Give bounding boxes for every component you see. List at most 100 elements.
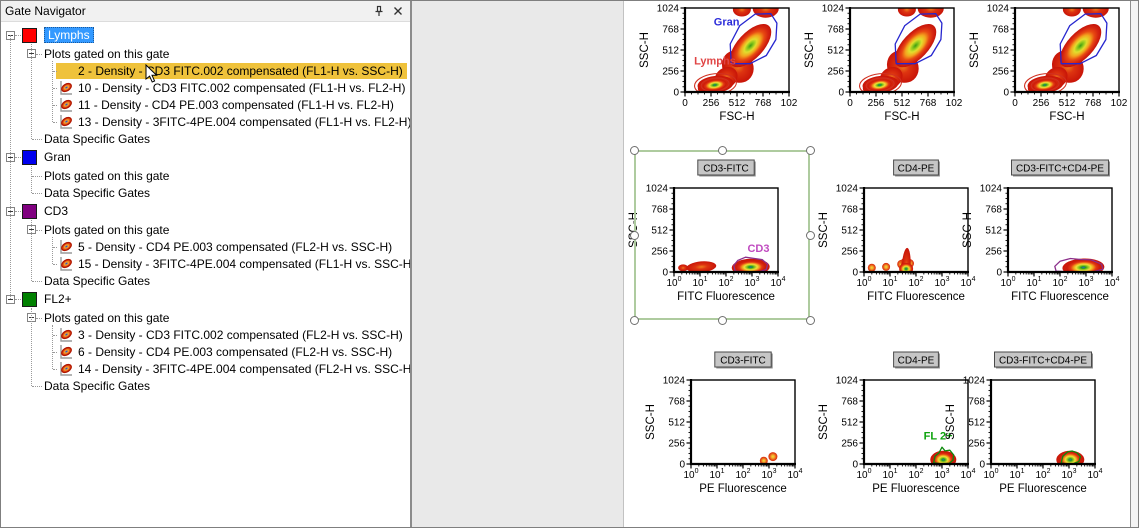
selection-handle[interactable] — [629, 315, 639, 325]
selection-handle[interactable] — [629, 230, 639, 240]
x-tick-label: 101 — [1026, 276, 1041, 289]
y-tick-label: 512 — [662, 46, 679, 57]
gate-navigator-titlebar[interactable]: Gate Navigator — [0, 0, 410, 22]
density-population — [735, 260, 766, 272]
selection-handle[interactable] — [805, 230, 815, 240]
plot-title-box[interactable] — [714, 351, 772, 368]
density-plot-icon — [60, 256, 72, 271]
tree-connector — [53, 121, 57, 123]
tree-connector — [32, 280, 42, 282]
tree-connector — [15, 157, 21, 158]
tree-item-lymphs[interactable]: Lymphs — [0, 25, 410, 45]
gate-outline-gran[interactable] — [894, 13, 943, 65]
plot-title-box[interactable] — [994, 351, 1092, 368]
gate-outline-gran[interactable] — [1059, 13, 1108, 65]
plot-r2c2[interactable]: 100 101 102 103 104 0 256 512 768 1024 FITC Fluore… — [812, 150, 982, 308]
tree-item-label: 6 - Density - CD4 PE.003 compensated (FL… — [78, 344, 393, 359]
gate-color-swatch — [22, 27, 37, 43]
x-axis-label: FITC Fluorescence — [867, 291, 965, 303]
tree-item-plots-gated-on-this-gate[interactable]: Plots gated on this gate — [0, 221, 410, 238]
y-tick-label: 768 — [662, 25, 679, 36]
y-tick-label: 0 — [838, 88, 844, 99]
tree-item-data-specific-gates[interactable]: Data Specific Gates — [0, 130, 410, 147]
tree-item-11-density-cd4-pe-003-compensated-fl1-h-[interactable]: 11 - Density - CD4 PE.003 compensated (F… — [0, 96, 410, 113]
x-tick-label: 102 — [946, 98, 963, 109]
tree-item-15-density-3fitc-4pe-004-compensated-fl1[interactable]: 15 - Density - 3FITC-4PE.004 compensated… — [0, 255, 410, 272]
tree-connector — [53, 263, 57, 265]
tree-item-2-density-cd3-fitc-002-compensated-fl1-h[interactable]: 2 - Density - CD3 FITC.002 compensated (… — [0, 62, 410, 79]
tree-item-data-specific-gates[interactable]: Data Specific Gates — [0, 184, 410, 201]
gate-outline-lymphs-outer[interactable] — [858, 72, 902, 97]
gate-label-gran: Gran — [714, 17, 740, 29]
x-tick-label: 768 — [755, 98, 772, 109]
gate-outline-gran[interactable] — [729, 13, 778, 65]
selection-box[interactable] — [629, 145, 815, 325]
y-tick-label: 768 — [985, 205, 1002, 216]
tree-item-data-specific-gates[interactable]: Data Specific Gates — [0, 377, 410, 394]
tree-item-label: Data Specific Gates — [44, 185, 151, 200]
x-axis-label: FITC Fluorescence — [1011, 291, 1109, 303]
y-tick-label: 256 — [841, 247, 858, 258]
tree-item-plots-gated-on-this-gate[interactable]: Plots gated on this gate — [0, 309, 410, 326]
y-tick-label: 0 — [852, 460, 858, 471]
y-tick-label: 0 — [1003, 88, 1009, 99]
tree-connector — [53, 104, 57, 106]
y-tick-label: 768 — [968, 397, 985, 408]
selection-handle[interactable] — [805, 315, 815, 325]
plot-r2c1[interactable]: 100 101 102 103 104 0 256 512 768 1024 FITC Fluore… — [624, 150, 792, 308]
tree-item-13-density-3fitc-4pe-004-compensated-fl1[interactable]: 13 - Density - 3FITC-4PE.004 compensated… — [0, 113, 410, 130]
density-population — [678, 264, 689, 272]
tree-item-plots-gated-on-this-gate[interactable]: Plots gated on this gate — [0, 167, 410, 184]
y-axis-label: SSC-H — [639, 32, 651, 68]
plot-title-box[interactable] — [1011, 159, 1109, 176]
tree-item-5-density-cd4-pe-003-compensated-fl2-h-v[interactable]: 5 - Density - CD4 PE.003 compensated (FL… — [0, 238, 410, 255]
plot-r1c1[interactable]: 0 256 512 768 102 0 256 512 768 1024 FSC-H SSC-H Gra… — [633, 0, 803, 128]
plot-title-box[interactable] — [893, 351, 939, 368]
tree-item-label: Data Specific Gates — [44, 378, 151, 393]
tree-connector — [36, 229, 42, 231]
plot-r3c1[interactable]: 100 101 102 103 104 0 256 512 768 1024 PE Fluoresc… — [639, 342, 809, 500]
density-plot-icon — [60, 97, 72, 112]
selection-handle[interactable] — [629, 145, 639, 155]
close-icon[interactable] — [389, 2, 407, 19]
tree-item-plots-gated-on-this-gate[interactable]: Plots gated on this gate — [0, 45, 410, 62]
plot-r3c2[interactable]: 100 101 102 103 104 0 256 512 768 1024 PE Fluoresc… — [812, 342, 982, 500]
x-tick-label: 102 — [1111, 98, 1128, 109]
tree-item-14-density-3fitc-4pe-004-compensated-fl2[interactable]: 14 - Density - 3FITC-4PE.004 compensated… — [0, 360, 410, 377]
y-tick-label: 0 — [996, 268, 1002, 279]
tree-connector — [32, 192, 42, 194]
selection-handle[interactable] — [805, 145, 815, 155]
tree-item-cd3[interactable]: CD3 — [0, 201, 410, 221]
tree-item-label: 15 - Density - 3FITC-4PE.004 compensated… — [78, 256, 410, 271]
tree-connector — [53, 351, 57, 353]
tree-item-label: Plots gated on this gate — [44, 168, 170, 183]
density-population — [759, 456, 768, 464]
tree-item-data-specific-gates[interactable]: Data Specific Gates — [0, 272, 410, 289]
plot-title-box[interactable] — [893, 159, 939, 176]
gate-color-swatch — [22, 203, 37, 219]
tree-item-gran[interactable]: Gran — [0, 147, 410, 167]
tree-item-fl2[interactable]: FL2+ — [0, 289, 410, 309]
y-tick-label: 768 — [841, 397, 858, 408]
selection-handle[interactable] — [717, 145, 727, 155]
x-tick-label: 103 — [1078, 276, 1093, 289]
plot-r2c3[interactable]: 100 101 102 103 104 0 256 512 768 1024 FITC Fluore… — [956, 150, 1126, 308]
tree-item-6-density-cd4-pe-003-compensated-fl2-h-v[interactable]: 6 - Density - CD4 PE.003 compensated (FL… — [0, 343, 410, 360]
gate-outline-lymphs-outer[interactable] — [693, 72, 737, 97]
pin-icon[interactable] — [370, 2, 388, 19]
tree-item-10-density-cd3-fitc-002-compensated-fl1-[interactable]: 10 - Density - CD3 FITC.002 compensated … — [0, 79, 410, 96]
plot-r3c3[interactable]: 100 101 102 103 104 0 256 512 768 1024 PE Fluoresc… — [939, 342, 1109, 500]
gate-outline-lymphs-outer[interactable] — [1023, 72, 1067, 97]
tree-item-label: CD3 — [44, 204, 69, 218]
plot-r1c2[interactable]: 0 256 512 768 102 0 256 512 768 1024 FSC-H SSC-H — [798, 0, 968, 128]
selection-handle[interactable] — [717, 315, 727, 325]
tree-item-3-density-cd3-fitc-002-compensated-fl2-h[interactable]: 3 - Density - CD3 FITC.002 compensated (… — [0, 326, 410, 343]
plot-title-box[interactable] — [697, 159, 755, 176]
plot-r1c3[interactable]: 0 256 512 768 102 0 256 512 768 1024 FSC-H SSC-H — [963, 0, 1130, 128]
density-plot-icon — [60, 114, 72, 129]
y-tick-label: 256 — [651, 247, 668, 258]
tree-item-label: 2 - Density - CD3 FITC.002 compensated (… — [56, 62, 407, 79]
x-tick-label: 102 — [908, 276, 923, 289]
tree-connector — [53, 70, 57, 72]
x-axis-label: PE Fluorescence — [999, 483, 1087, 495]
